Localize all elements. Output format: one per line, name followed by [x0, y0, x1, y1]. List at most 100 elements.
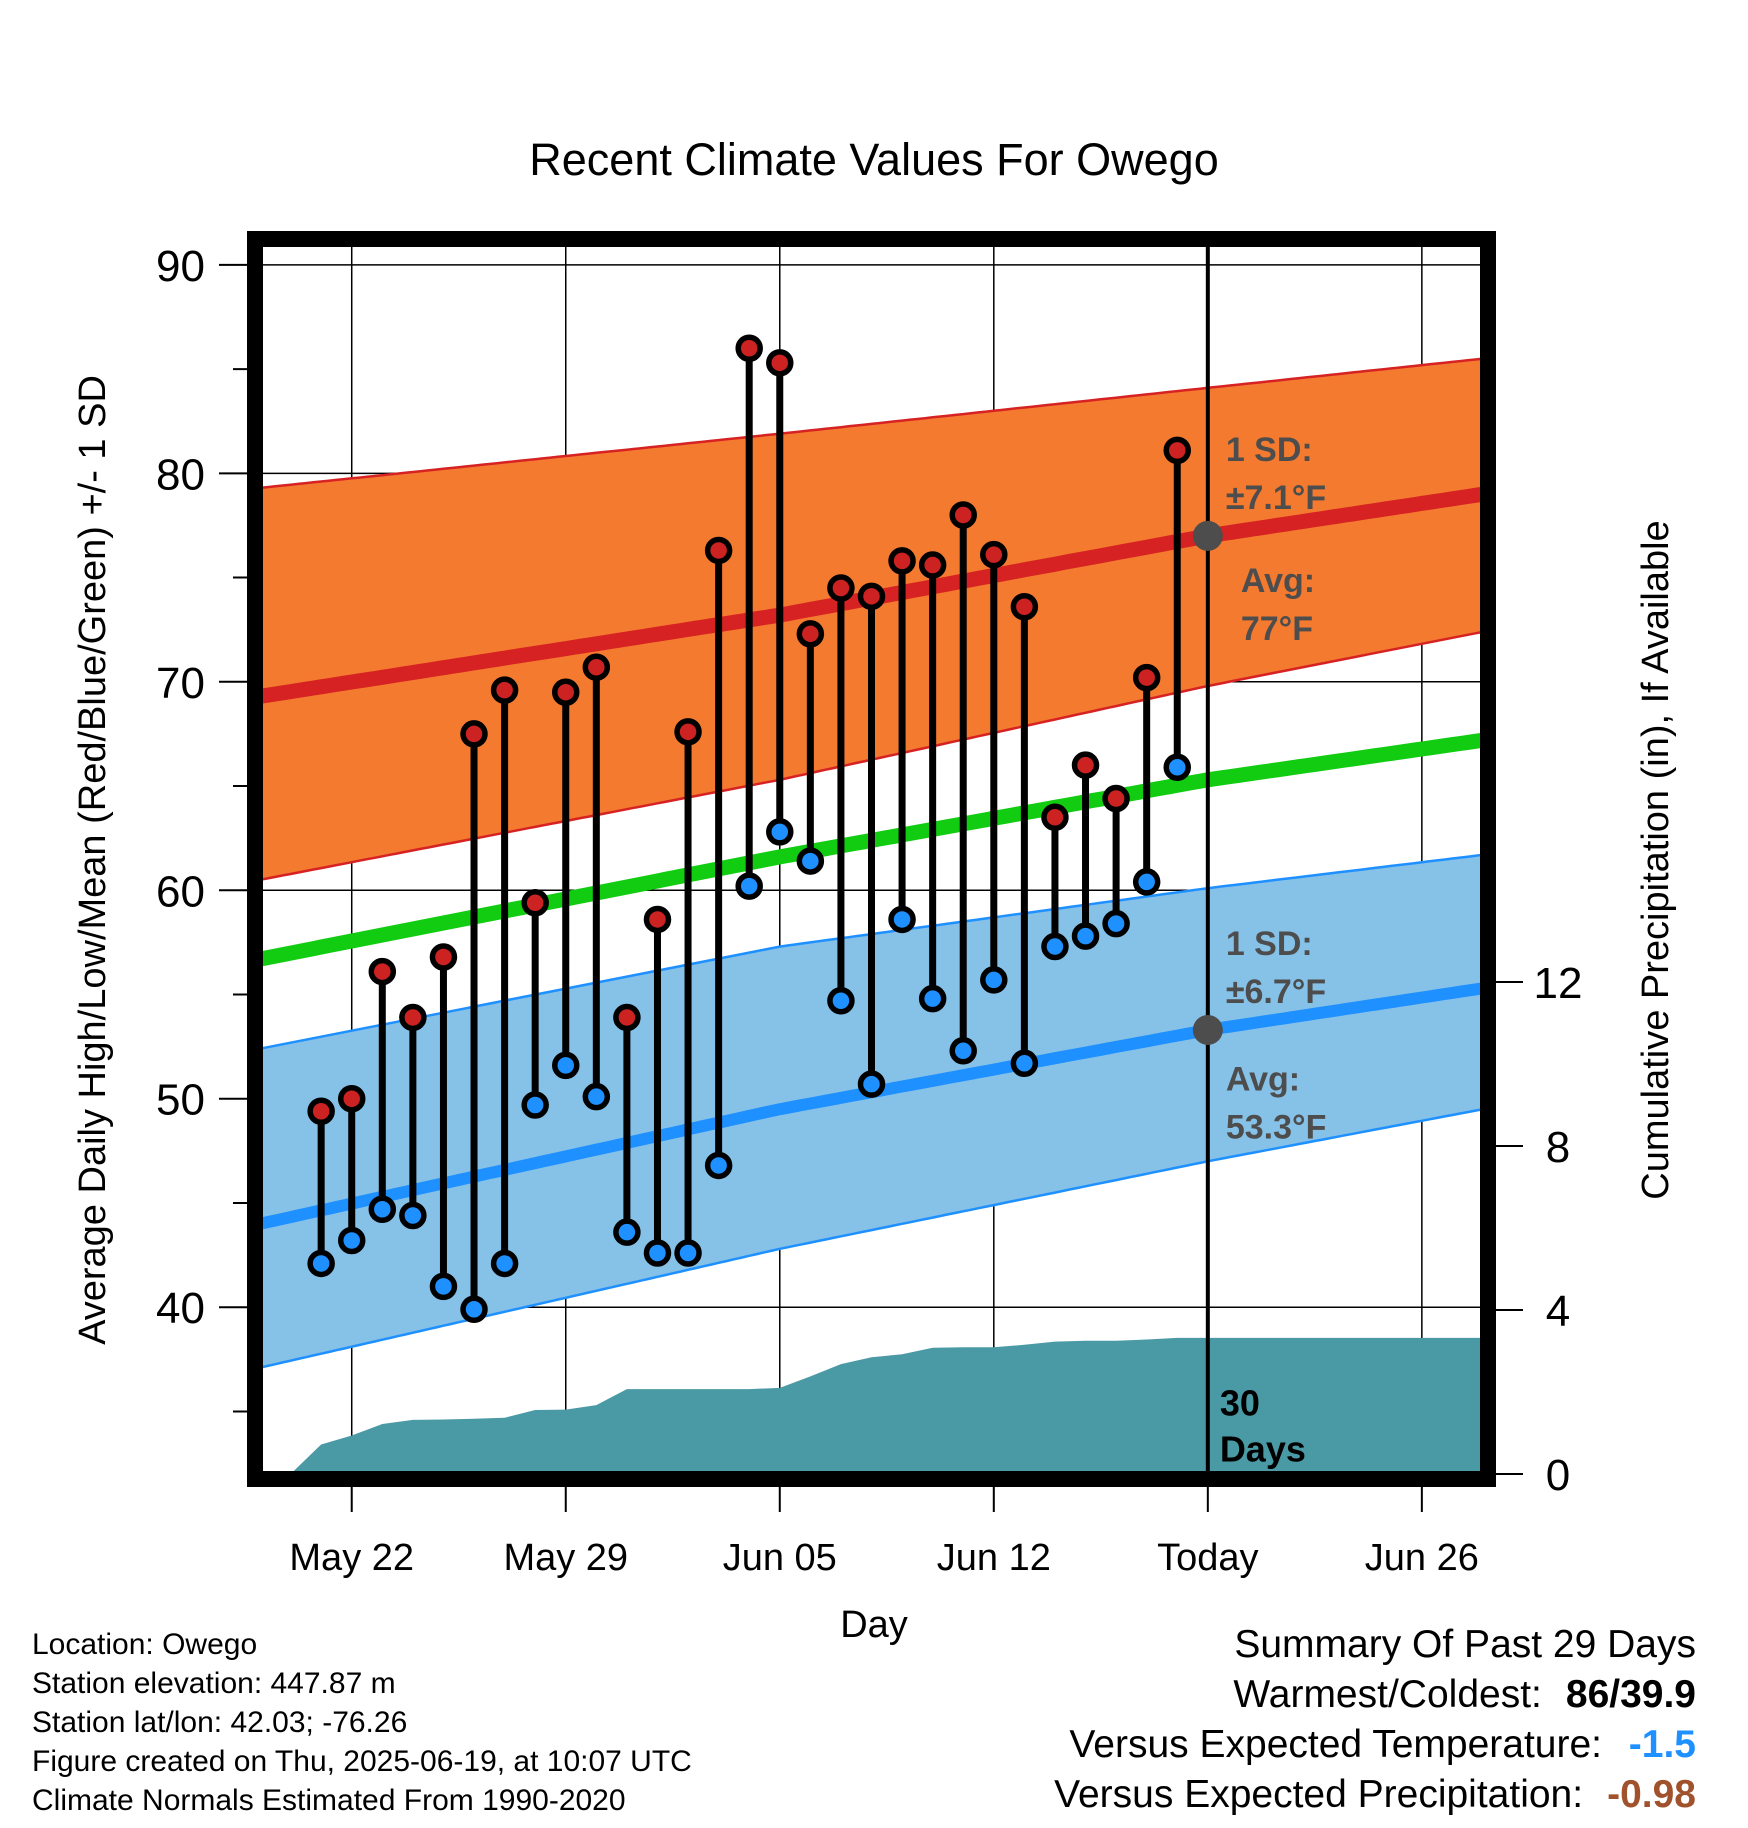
daily-low-point	[704, 1151, 733, 1180]
daily-high-point	[307, 1097, 335, 1126]
daily-high-point	[704, 536, 733, 565]
y2-tick-label: 0	[1546, 1451, 1570, 1500]
chart-title: Recent Climate Values For Owego	[529, 134, 1218, 185]
summary-precip-row: Versus Expected Precipitation: -0.98	[1054, 1770, 1696, 1820]
low-avg-value: 53.3°F	[1226, 1108, 1327, 1146]
daily-low-point	[490, 1249, 519, 1278]
daily-low-point	[766, 818, 794, 846]
location-text: Location: Owego	[32, 1628, 258, 1661]
daily-high-point	[490, 676, 519, 704]
daily-high-point	[368, 957, 397, 986]
daily-high-point	[460, 720, 488, 748]
temp-label: Versus Expected Temperature:	[1069, 1723, 1602, 1766]
y-axis-label: Average Daily High/Low/Mean (Red/Blue/Gr…	[72, 375, 114, 1345]
high-sd-label: 1 SD:	[1226, 431, 1313, 469]
daily-high-point	[643, 905, 672, 934]
daily-low-point	[368, 1195, 397, 1223]
summary-title: Summary Of Past 29 Days	[1234, 1623, 1696, 1666]
precip-area	[290, 1337, 1484, 1474]
x-tick-label: Jun 26	[1365, 1537, 1479, 1579]
daily-low-point	[1102, 909, 1130, 938]
daily-high-point	[1071, 751, 1100, 779]
daily-low-point	[918, 984, 947, 1013]
daily-low-point	[613, 1218, 641, 1246]
y-tick-label: 70	[156, 659, 205, 708]
daily-low-point	[796, 847, 825, 875]
daily-high-point	[1041, 803, 1069, 832]
summary-warmest-row: Warmest/Coldest: 86/39.9	[1054, 1670, 1696, 1720]
temp-value: -1.5	[1628, 1723, 1696, 1766]
daily-low-point	[643, 1239, 672, 1267]
y2-axis-label: Cumulative Precipitation (in), If Availa…	[1635, 520, 1677, 1199]
daily-high-point	[949, 501, 977, 529]
y2-tick-label: 4	[1546, 1287, 1570, 1336]
x-tick-label: May 22	[289, 1537, 414, 1579]
today-avg-high-marker	[1192, 520, 1223, 551]
precip-value: -0.98	[1607, 1773, 1696, 1816]
daily-high-point	[735, 334, 763, 362]
daily-low-point	[399, 1201, 427, 1230]
daily-low-point	[521, 1091, 549, 1119]
daily-high-point	[1132, 663, 1161, 692]
daily-low-point	[429, 1272, 458, 1301]
daily-low-point	[888, 905, 916, 934]
created-text: Figure created on Thu, 2025-06-19, at 10…	[32, 1745, 692, 1778]
daily-high-point	[980, 540, 1008, 569]
low-sd-label: 1 SD:	[1226, 925, 1313, 963]
daily-low-point	[1132, 868, 1161, 896]
low-sd-value: ±6.7°F	[1226, 973, 1326, 1011]
daily-low-point	[1071, 922, 1100, 950]
plot-frame	[247, 231, 1496, 1487]
daily-low-point	[1010, 1049, 1039, 1078]
daily-high-point	[827, 574, 855, 602]
precip-label: Versus Expected Precipitation:	[1054, 1773, 1584, 1816]
daily-low-point	[552, 1051, 580, 1080]
low-avg-label: Avg:	[1226, 1060, 1300, 1098]
daily-low-point	[980, 966, 1008, 994]
daily-high-point	[582, 653, 611, 681]
daily-high-point	[674, 718, 702, 746]
high-avg-value: 77°F	[1241, 610, 1313, 648]
days-label-line2: Days	[1220, 1428, 1306, 1469]
high-avg-label: Avg:	[1241, 562, 1315, 600]
daily-high-point	[1010, 592, 1039, 621]
daily-low-point	[582, 1082, 611, 1111]
daily-high-point	[796, 620, 825, 648]
daily-high-point	[521, 889, 549, 917]
y2-tick-label: 8	[1546, 1123, 1570, 1172]
daily-high-point	[1163, 436, 1191, 465]
daily-high-point	[429, 943, 458, 971]
daily-low-point	[337, 1226, 366, 1255]
latlon-text: Station lat/lon: 42.03; -76.26	[32, 1706, 408, 1739]
daily-low-point	[857, 1070, 886, 1098]
y-tick-label: 60	[156, 867, 205, 916]
station-info: Location: Owego Station elevation: 447.8…	[32, 1625, 692, 1820]
x-tick-label: Jun 12	[937, 1537, 1051, 1579]
daily-low-point	[674, 1239, 702, 1267]
x-tick-label: Today	[1157, 1537, 1258, 1579]
daily-low-point	[735, 872, 763, 900]
x-axis-label: Day	[840, 1604, 908, 1646]
days-label-line1: 30	[1220, 1383, 1260, 1424]
daily-high-point	[857, 582, 886, 611]
y2-tick-label: 12	[1534, 959, 1583, 1008]
x-tick-label: May 29	[503, 1537, 628, 1579]
y-tick-label: 40	[156, 1284, 205, 1333]
y-tick-label: 80	[156, 450, 205, 499]
daily-low-point	[827, 987, 855, 1015]
daily-high-point	[1102, 784, 1130, 813]
warmest-value: 86/39.9	[1565, 1673, 1696, 1716]
daily-high-point	[888, 547, 916, 575]
daily-high-point	[613, 1003, 641, 1032]
elevation-text: Station elevation: 447.87 m	[32, 1667, 396, 1700]
daily-high-point	[552, 678, 580, 706]
daily-low-point	[949, 1037, 977, 1065]
high-sd-value: ±7.1°F	[1226, 479, 1326, 517]
daily-low-point	[307, 1249, 335, 1278]
daily-high-point	[766, 349, 794, 377]
daily-low-point	[460, 1295, 488, 1324]
summary-panel: Summary Of Past 29 Days Warmest/Coldest:…	[1054, 1620, 1696, 1820]
x-tick-label: Jun 05	[723, 1537, 837, 1579]
daily-high-point	[399, 1003, 427, 1032]
